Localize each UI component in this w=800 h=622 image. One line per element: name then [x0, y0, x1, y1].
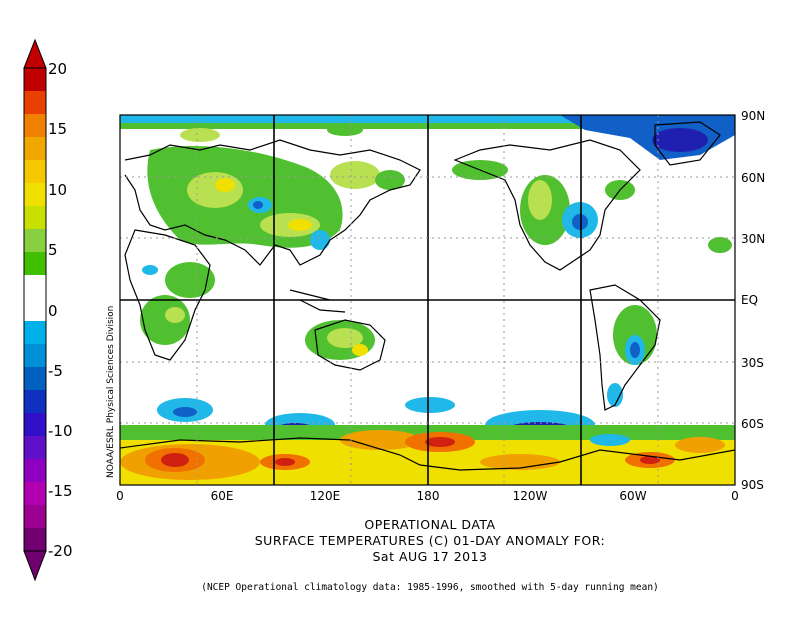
colorbar-cell — [24, 413, 46, 437]
colorbar-cell — [24, 252, 46, 276]
coastline-europe-asia — [124, 139, 421, 266]
colorbar-cell — [24, 114, 46, 138]
colorbar-cell — [24, 183, 46, 207]
anomaly-patch — [327, 328, 363, 348]
lat-label: 60S — [741, 417, 764, 431]
lat-label: 30S — [741, 356, 764, 370]
colorbar-label: 5 — [48, 241, 58, 259]
anomaly-patch — [352, 344, 368, 356]
anomaly-patch — [405, 397, 455, 413]
colorbar-cell — [24, 344, 46, 368]
anomaly-patch — [572, 214, 588, 230]
title-line-2: SURFACE TEMPERATURES (C) 01-DAY ANOMALY … — [254, 533, 606, 548]
colorbar-label: 15 — [48, 120, 67, 138]
anomaly-patch — [253, 201, 263, 209]
anomaly-patch — [161, 453, 189, 467]
colorbar-label: 20 — [48, 60, 67, 78]
colorbar-cell — [24, 160, 46, 184]
coastline-north-america — [453, 139, 641, 271]
colorbar-cell — [24, 137, 46, 161]
coastline-indonesia — [289, 289, 346, 313]
lat-label: EQ — [741, 293, 758, 307]
coastline-greenland — [654, 121, 721, 166]
anomaly-patch — [165, 307, 185, 323]
lat-label: 90S — [741, 478, 764, 492]
anomaly-patch — [480, 454, 560, 470]
anomaly-patch — [425, 437, 455, 447]
lon-label: 180 — [417, 489, 440, 503]
colorbar-cell — [24, 436, 46, 460]
lat-label: 90N — [741, 109, 765, 123]
lon-label: 0 — [731, 489, 739, 503]
anomaly-patch — [607, 383, 623, 407]
colorbar-label: -15 — [48, 482, 73, 500]
colorbar-label: 10 — [48, 181, 67, 199]
colorbar-label: -10 — [48, 422, 73, 440]
colorbar-top-triangle — [23, 38, 47, 69]
anomaly-patch — [327, 124, 363, 136]
anomaly-patch — [165, 262, 215, 298]
anomaly-patch — [590, 434, 630, 446]
colorbar-cell — [24, 390, 46, 414]
coastline-australia — [314, 319, 386, 371]
anomaly-patch — [330, 161, 380, 189]
anomaly-patch — [173, 407, 197, 417]
colorbar-cell — [24, 482, 46, 506]
lon-label: 60W — [619, 489, 646, 503]
lat-label: 30N — [741, 232, 765, 246]
anomaly-patch — [640, 456, 660, 464]
anomaly-patch — [708, 237, 732, 253]
map-panel: 90N 60N 30N EQ 30S 60S 90S 0 60E 120E 18… — [106, 109, 765, 503]
anomaly-patch — [375, 170, 405, 190]
colorbar-cell — [24, 229, 46, 253]
anomaly-patch — [215, 178, 235, 192]
colorbar-cell — [24, 68, 46, 92]
anomaly-patch — [528, 180, 552, 220]
anomaly-patch — [288, 219, 312, 231]
colorbar-label: -5 — [48, 362, 63, 380]
colorbar-frame — [23, 67, 47, 552]
title-line-1: OPERATIONAL DATA — [364, 517, 496, 532]
anomaly-patch — [675, 437, 725, 453]
colorbar-label: -20 — [48, 542, 73, 560]
coastlines — [120, 121, 735, 471]
map-frame — [119, 114, 736, 486]
anomaly-patch — [142, 265, 158, 275]
lon-label: 60E — [211, 489, 234, 503]
lon-label: 0 — [116, 489, 124, 503]
lon-label: 120W — [513, 489, 548, 503]
colorbar: 20 15 10 5 0 -5 -10 -15 -20 — [23, 38, 73, 582]
colorbar-cell — [24, 91, 46, 115]
colorbar-cell — [24, 459, 46, 483]
colorbar-cell — [24, 206, 46, 230]
colorbar-cell — [24, 367, 46, 391]
anomaly-patch — [180, 128, 220, 142]
colorbar-cell — [24, 528, 46, 552]
anomaly-patch — [652, 128, 708, 152]
dotted-gridlines — [120, 115, 735, 485]
colorbar-cell — [24, 505, 46, 529]
colorbar-label: 0 — [48, 302, 58, 320]
colorbar-cell — [24, 275, 46, 299]
colorbar-cell — [24, 321, 46, 345]
coastline-antarctica — [120, 437, 735, 471]
title-line-3: Sat AUG 17 2013 — [372, 549, 488, 564]
colorbar-cells — [24, 68, 46, 552]
lat-label: 60N — [741, 171, 765, 185]
colorbar-cell — [24, 298, 46, 322]
anomaly-patch — [340, 430, 420, 450]
footnote: (NCEP Operational climatology data: 1985… — [201, 582, 659, 593]
anomaly-patch — [275, 458, 295, 466]
side-credit-label: NOAA/ESRL Physical Sciences Division — [106, 306, 116, 478]
anomaly-patch — [630, 342, 640, 358]
lon-label: 120E — [310, 489, 341, 503]
anomaly-patch — [310, 230, 330, 250]
